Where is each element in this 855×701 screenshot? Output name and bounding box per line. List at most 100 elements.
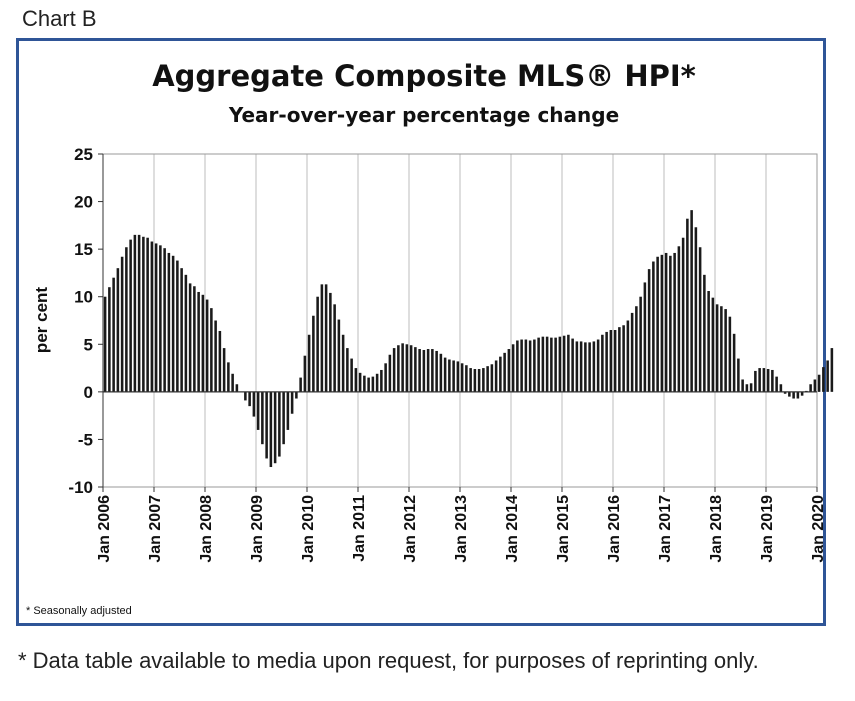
bar [758,368,761,392]
bar [562,335,566,392]
bar [307,334,311,392]
bar [176,260,179,392]
bar [290,391,294,414]
bar [295,391,298,399]
x-tick-label: Jan 2019 [759,495,776,563]
bar [443,357,447,392]
bar [486,366,489,392]
bar [694,227,698,392]
bar [388,354,392,392]
bar [201,294,205,392]
bar [171,255,175,392]
bar [584,342,587,392]
bar [528,340,532,392]
bar [120,256,124,392]
bar [660,254,664,392]
x-tick-label: Jan 2013 [453,495,470,563]
bar [150,241,154,392]
bar [643,282,647,392]
x-tick-label: Jan 2006 [96,495,113,563]
bar [358,372,362,392]
bar [686,218,689,392]
x-tick-label: Jan 2014 [504,495,521,563]
bar [286,391,290,430]
bar [193,286,196,392]
bar [579,341,583,392]
bar [371,376,375,392]
bar [137,234,141,392]
bar [482,368,485,392]
x-tick-label: Jan 2009 [249,495,266,563]
bar [380,369,383,392]
bar [826,360,829,392]
bar [265,391,268,459]
bar [337,319,341,392]
bar [737,358,740,392]
bar [511,344,515,392]
bar [656,256,659,392]
bar [571,338,574,392]
bar [618,327,621,392]
bar [256,391,260,430]
chart-frame [16,38,826,626]
bar [554,337,557,392]
bar [613,330,617,392]
bar [363,375,366,392]
bar [741,379,744,392]
bar [592,341,596,392]
y-tick-labels: 25 20 15 10 5 0 -5 -10 [68,145,93,497]
bar [129,239,132,392]
y-axis-label: per cent [32,287,51,353]
bar [601,334,604,392]
bar [261,391,264,445]
bar [796,391,800,399]
bar [707,291,710,392]
bar [762,368,766,392]
x-tick-label: Jan 2012 [402,495,419,563]
x-tick-label: Jan 2007 [147,495,164,563]
bar [792,391,795,399]
bar [214,320,217,392]
bar [269,391,273,468]
x-tick-label: Jan 2020 [810,495,827,563]
bar [720,306,723,392]
bar [452,360,455,392]
bar [316,296,319,392]
bar [320,284,324,392]
bar [771,369,774,392]
bar [367,377,370,392]
bar [541,336,545,392]
bar [503,352,506,392]
bar [749,383,753,392]
bar [715,304,719,392]
bar [414,347,417,392]
bar [783,391,787,394]
x-tick-label: Jan 2008 [198,495,215,563]
bar [384,363,387,392]
bar [732,333,736,392]
bar [392,348,396,392]
bar [252,391,256,417]
bar [397,345,400,392]
bar [439,353,443,392]
bar [652,261,655,392]
y-tick-label: 25 [74,145,93,164]
bar [813,379,817,392]
bar [159,245,162,392]
bar [567,334,570,392]
bar [222,348,226,392]
bar [588,342,591,392]
bar [456,361,460,392]
y-tick-label: -5 [78,430,93,449]
bar [788,391,791,397]
bar [575,341,579,392]
bar [108,287,111,392]
bar [681,237,685,392]
bar [630,312,634,392]
x-tick-label: Jan 2011 [351,495,368,562]
bar [800,391,804,396]
axis-layer [98,153,818,492]
bar [677,246,681,392]
bar [210,308,213,392]
